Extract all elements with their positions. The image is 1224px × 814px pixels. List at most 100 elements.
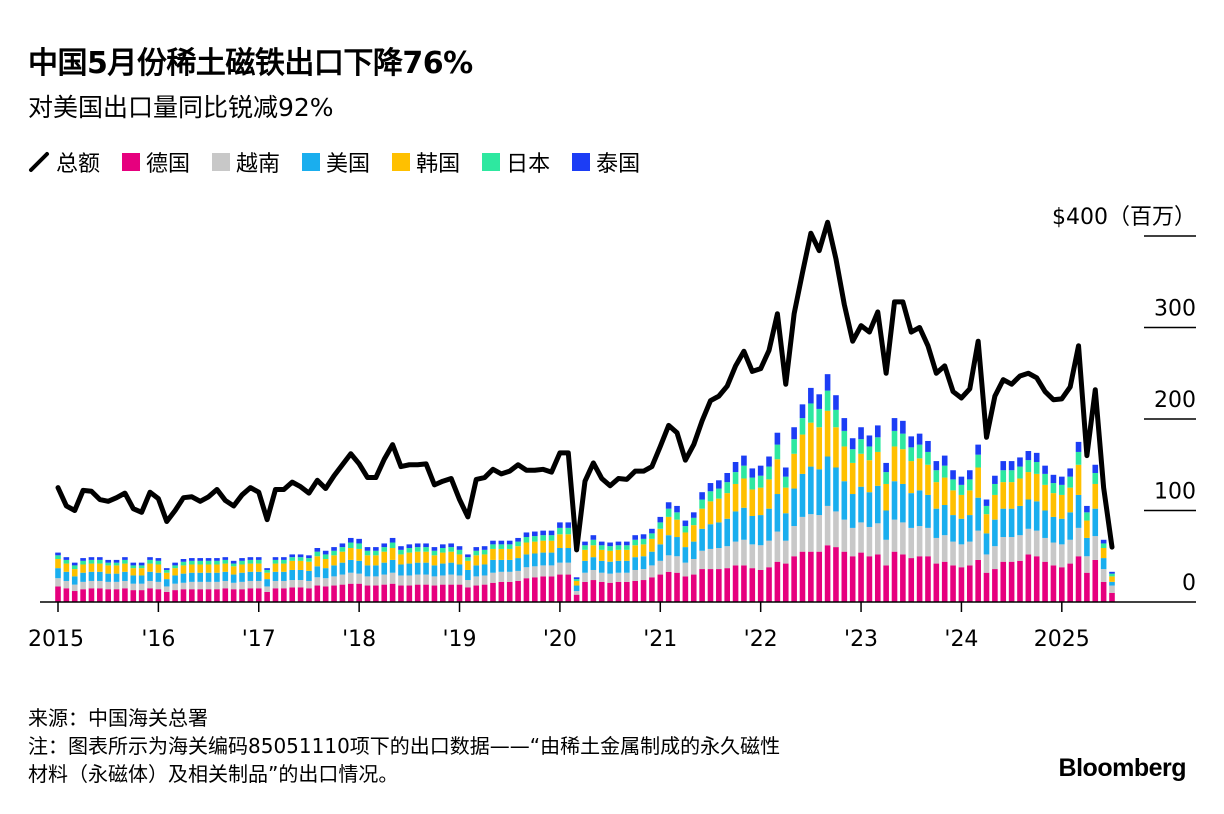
bar-segment bbox=[523, 578, 530, 602]
bar-segment bbox=[373, 547, 379, 551]
bar-segment bbox=[791, 526, 797, 557]
chart-title: 中国5月份稀土磁铁出口下降76% bbox=[28, 46, 473, 81]
bar-segment bbox=[63, 580, 70, 589]
bar-segment bbox=[423, 547, 429, 552]
bar-segment bbox=[983, 533, 990, 555]
bar-segment bbox=[782, 540, 789, 564]
bar-segment bbox=[782, 467, 789, 477]
bar-segment bbox=[866, 435, 873, 447]
bar-segment bbox=[214, 560, 220, 565]
bar-segment bbox=[71, 576, 78, 585]
bar-segment bbox=[347, 572, 354, 584]
bar-segment bbox=[71, 562, 78, 566]
bar-segment bbox=[1109, 573, 1115, 577]
bar-segment bbox=[908, 447, 915, 462]
bar-segment bbox=[515, 546, 521, 559]
bar-segment bbox=[423, 584, 429, 602]
bar-segment bbox=[1042, 537, 1048, 562]
legend-label: 德国 bbox=[146, 152, 191, 177]
bar-segment bbox=[933, 461, 940, 471]
bar-segment bbox=[573, 579, 580, 581]
bar-segment bbox=[941, 535, 948, 562]
bar-segment bbox=[122, 563, 128, 572]
bar-segment bbox=[481, 584, 488, 602]
bar-segment bbox=[866, 492, 873, 527]
bar-segment bbox=[523, 567, 530, 579]
bar-segment bbox=[239, 589, 245, 602]
bar-segment bbox=[950, 565, 956, 602]
bar-segment bbox=[958, 518, 965, 545]
bar-segment bbox=[707, 491, 714, 502]
bar-segment bbox=[1017, 457, 1023, 467]
bar-segment bbox=[749, 468, 756, 478]
bar-segment bbox=[590, 580, 597, 602]
x-tick-label: '18 bbox=[342, 627, 376, 652]
bar-segment bbox=[465, 560, 471, 570]
bar-segment bbox=[473, 555, 480, 566]
bar-segment bbox=[414, 584, 421, 602]
bar-segment bbox=[80, 564, 86, 573]
bar-segment bbox=[515, 570, 521, 581]
bar-segment bbox=[557, 534, 563, 549]
bar-segment bbox=[674, 572, 680, 602]
bar-segment bbox=[1025, 554, 1032, 602]
bar-segment bbox=[883, 483, 889, 511]
bar-segment bbox=[490, 544, 496, 549]
bar-segment bbox=[289, 587, 296, 602]
y-tick-label: 100 bbox=[1154, 480, 1196, 505]
bar-segment bbox=[356, 573, 362, 584]
bar-segment bbox=[741, 507, 747, 540]
bar-segment bbox=[724, 493, 731, 519]
bar-segment bbox=[180, 589, 187, 602]
bar-segment bbox=[431, 576, 438, 586]
bar-segment bbox=[1042, 473, 1048, 485]
bar-segment bbox=[356, 543, 362, 549]
bar-segment bbox=[88, 557, 95, 560]
bar-segment bbox=[975, 454, 981, 468]
bar-segment bbox=[389, 572, 396, 584]
bar-segment bbox=[540, 565, 546, 577]
footer-notes: 来源：中国海关总署 注：图表所示为海关编码85051110项下的出口数据——“由… bbox=[28, 704, 1008, 788]
bar-segment bbox=[1033, 530, 1040, 557]
bar-segment bbox=[80, 581, 86, 590]
bar-segment bbox=[557, 527, 563, 535]
bar-segment bbox=[406, 563, 413, 576]
bar-segment bbox=[916, 526, 923, 557]
bar-segment bbox=[808, 551, 814, 602]
bar-segment bbox=[373, 576, 379, 586]
bar-segment bbox=[197, 572, 204, 582]
bar-segment bbox=[799, 434, 806, 474]
bar-segment bbox=[389, 559, 396, 573]
bar-segment bbox=[347, 583, 354, 602]
legend-label: 韩国 bbox=[416, 152, 461, 177]
bar-segment bbox=[716, 480, 722, 489]
bar-segment bbox=[548, 565, 555, 577]
bar-segment bbox=[122, 571, 128, 581]
bar-segment bbox=[423, 551, 429, 563]
bar-segment bbox=[456, 549, 463, 555]
bar-segment bbox=[657, 560, 664, 575]
bar-layer bbox=[55, 374, 1115, 602]
bar-segment bbox=[598, 545, 605, 550]
bar-segment bbox=[1000, 470, 1007, 483]
bar-segment bbox=[925, 527, 931, 557]
bar-segment bbox=[398, 585, 404, 602]
bar-segment bbox=[314, 585, 321, 602]
bar-segment bbox=[1033, 501, 1040, 531]
bar-segment bbox=[364, 550, 371, 556]
bar-segment bbox=[1059, 484, 1065, 495]
bar-segment bbox=[347, 548, 354, 560]
bar-segment bbox=[398, 546, 404, 550]
bar-segment bbox=[264, 572, 270, 580]
bar-segment bbox=[180, 582, 187, 590]
bar-segment bbox=[331, 585, 337, 602]
legend-swatch bbox=[212, 153, 231, 171]
bar-segment bbox=[891, 519, 898, 552]
bar-segment bbox=[306, 561, 312, 571]
bar-segment bbox=[824, 456, 831, 506]
bar-segment bbox=[80, 560, 86, 565]
bar-segment bbox=[916, 556, 923, 602]
bar-segment bbox=[916, 444, 923, 459]
bar-segment bbox=[682, 562, 689, 577]
bar-segment bbox=[900, 433, 906, 450]
